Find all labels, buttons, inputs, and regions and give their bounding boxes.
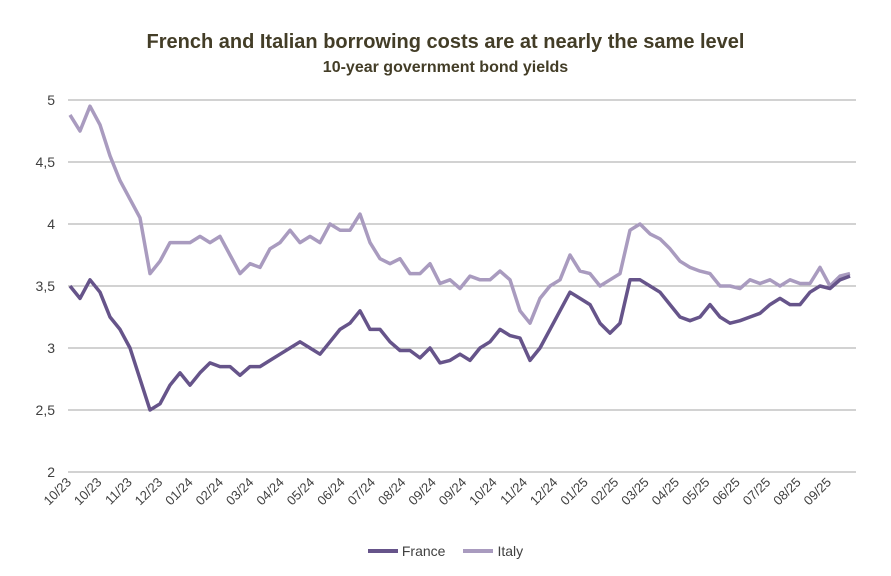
x-tick-label: 09/24 xyxy=(405,475,439,509)
x-tick-label: 12/23 xyxy=(132,475,166,509)
x-tick-label: 03/24 xyxy=(223,475,257,509)
chart-title: French and Italian borrowing costs are a… xyxy=(146,31,745,53)
chart-subtitle: 10-year government bond yields xyxy=(322,59,569,76)
legend: France Italy xyxy=(0,543,891,559)
y-tick-label: 2,5 xyxy=(36,402,56,418)
x-tick-label: 02/25 xyxy=(588,475,622,509)
x-tick-label: 05/25 xyxy=(679,475,713,509)
x-tick-label: 09/25 xyxy=(801,475,835,509)
x-tick-label: 11/23 xyxy=(102,475,135,508)
x-tick-label: 08/25 xyxy=(770,475,804,509)
x-tick-label: 08/24 xyxy=(375,475,409,509)
x-tick-label: 09/24 xyxy=(436,475,470,509)
legend-swatch-france xyxy=(367,549,398,553)
x-tick-label: 06/24 xyxy=(314,475,348,509)
legend-label-france: France xyxy=(401,543,446,559)
series-line-italy xyxy=(68,104,851,325)
x-tick-label: 10/24 xyxy=(466,475,500,509)
legend-item-italy: Italy xyxy=(463,543,523,559)
x-tick-label: 06/25 xyxy=(709,475,743,509)
y-tick-label: 4,5 xyxy=(36,154,56,170)
y-tick-label: 4 xyxy=(47,216,55,232)
series-line-france xyxy=(68,274,851,412)
x-tick-label: 04/24 xyxy=(253,475,287,509)
y-tick-label: 5 xyxy=(47,92,55,108)
x-tick-label: 05/24 xyxy=(284,475,318,509)
x-tick-label: 03/25 xyxy=(618,475,652,509)
y-tick-label: 3 xyxy=(47,340,55,356)
y-tick-label: 3,5 xyxy=(36,278,56,294)
x-tick-label: 01/24 xyxy=(162,475,196,509)
x-tick-label: 10/23 xyxy=(71,475,105,509)
x-tick-label: 10/23 xyxy=(41,475,75,509)
legend-item-france: France xyxy=(367,543,446,559)
x-tick-label: 02/24 xyxy=(193,475,227,509)
x-tick-label: 04/25 xyxy=(649,475,683,509)
x-tick-label: 07/24 xyxy=(345,475,379,509)
y-tick-label: 2 xyxy=(47,464,55,480)
x-tick-label: 07/25 xyxy=(740,475,774,509)
x-tick-label: 12/24 xyxy=(527,475,561,509)
legend-label-italy: Italy xyxy=(497,543,524,559)
x-tick-label: 01/25 xyxy=(557,475,591,509)
x-tick-label: 11/24 xyxy=(497,475,530,508)
legend-swatch-italy xyxy=(463,549,494,553)
